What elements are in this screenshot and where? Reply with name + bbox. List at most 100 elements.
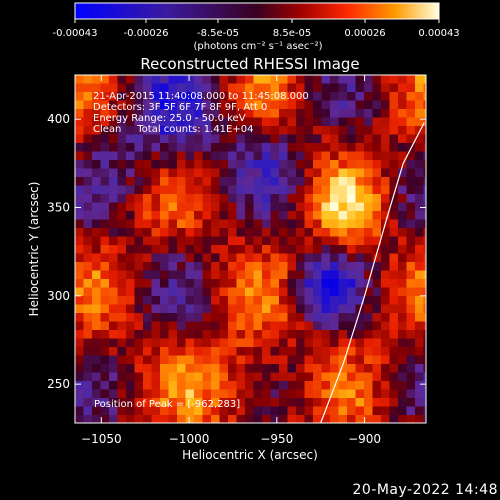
heatmap-cell: [321, 355, 331, 365]
heatmap-cell: [194, 279, 204, 289]
heatmap-cell: [253, 355, 263, 365]
heatmap-cell: [338, 160, 348, 170]
heatmap-cell: [364, 177, 374, 187]
heatmap-cell: [202, 347, 212, 357]
heatmap-cell: [415, 194, 425, 204]
heatmap-cell: [202, 262, 212, 272]
heatmap-cell: [202, 185, 212, 195]
heatmap-cell: [355, 228, 365, 238]
heatmap-cell: [389, 219, 399, 229]
heatmap-cell: [168, 262, 178, 272]
heatmap-cell: [83, 160, 93, 170]
heatmap-cell: [236, 126, 246, 136]
heatmap-cell: [262, 117, 272, 127]
heatmap-cell: [330, 202, 340, 212]
heatmap-cell: [219, 75, 229, 85]
heatmap-cell: [92, 279, 102, 289]
heatmap-image: [75, 75, 426, 433]
heatmap-cell: [423, 151, 426, 161]
heatmap-cell: [75, 245, 85, 255]
heatmap-cell: [313, 372, 323, 382]
heatmap-cell: [151, 321, 161, 331]
heatmap-cell: [398, 100, 408, 110]
heatmap-cell: [364, 330, 374, 340]
heatmap-cell: [168, 83, 178, 93]
heatmap-cell: [270, 134, 280, 144]
heatmap-cell: [109, 347, 119, 357]
heatmap-cell: [117, 262, 127, 272]
heatmap-cell: [304, 134, 314, 144]
heatmap-cell: [398, 347, 408, 357]
heatmap-cell: [219, 415, 229, 423]
heatmap-cell: [236, 83, 246, 93]
heatmap-cell: [151, 109, 161, 119]
heatmap-cell: [143, 398, 153, 408]
heatmap-cell: [100, 151, 110, 161]
heatmap-cell: [109, 117, 119, 127]
heatmap-cell: [296, 100, 306, 110]
heatmap-cell: [100, 100, 110, 110]
heatmap-cell: [287, 75, 297, 85]
heatmap-cell: [177, 143, 187, 153]
heatmap-cell: [117, 126, 127, 136]
heatmap-cell: [228, 381, 238, 391]
heatmap-cell: [372, 279, 382, 289]
heatmap-cell: [415, 279, 425, 289]
heatmap-cell: [211, 143, 221, 153]
heatmap-cell: [160, 406, 170, 416]
heatmap-cell: [168, 279, 178, 289]
heatmap-cell: [109, 83, 119, 93]
heatmap-cell: [321, 287, 331, 297]
heatmap-cell: [100, 321, 110, 331]
heatmap-cell: [134, 83, 144, 93]
heatmap-cell: [185, 262, 195, 272]
heatmap-cell: [296, 83, 306, 93]
heatmap-cell: [313, 75, 323, 85]
heatmap-cell: [83, 347, 93, 357]
heatmap-cell: [185, 126, 195, 136]
heatmap-cell: [185, 253, 195, 263]
heatmap-cell: [202, 304, 212, 314]
heatmap-cell: [168, 347, 178, 357]
heatmap-cell: [423, 75, 426, 85]
heatmap-cell: [194, 245, 204, 255]
heatmap-cell: [355, 253, 365, 263]
heatmap-cell: [372, 202, 382, 212]
heatmap-cell: [202, 83, 212, 93]
heatmap-cell: [228, 296, 238, 306]
heatmap-cell: [92, 347, 102, 357]
heatmap-cell: [83, 219, 93, 229]
heatmap-cell: [364, 245, 374, 255]
heatmap-cell: [228, 143, 238, 153]
heatmap-cell: [100, 245, 110, 255]
heatmap-cell: [83, 262, 93, 272]
heatmap-cell: [253, 126, 263, 136]
heatmap-cell: [109, 338, 119, 348]
heatmap-cell: [83, 185, 93, 195]
heatmap-cell: [364, 83, 374, 93]
heatmap-cell: [253, 262, 263, 272]
heatmap-cell: [92, 134, 102, 144]
heatmap-cell: [406, 75, 416, 85]
heatmap-cell: [313, 92, 323, 102]
heatmap-cell: [75, 143, 85, 153]
heatmap-cell: [406, 160, 416, 170]
heatmap-cell: [92, 313, 102, 323]
heatmap-cell: [194, 117, 204, 127]
heatmap-cell: [389, 338, 399, 348]
heatmap-cell: [219, 338, 229, 348]
heatmap-cell: [143, 415, 153, 423]
heatmap-cell: [228, 270, 238, 280]
heatmap-cell: [109, 304, 119, 314]
heatmap-cell: [168, 168, 178, 178]
heatmap-cell: [381, 194, 391, 204]
heatmap-cell: [423, 262, 426, 272]
heatmap-cell: [168, 177, 178, 187]
heatmap-cell: [211, 270, 221, 280]
heatmap-cell: [160, 424, 169, 433]
heatmap-cell: [83, 92, 93, 102]
heatmap-cell: [109, 279, 119, 289]
heatmap-cell: [160, 134, 170, 144]
heatmap-cell: [423, 355, 426, 365]
heatmap-cell: [347, 270, 357, 280]
